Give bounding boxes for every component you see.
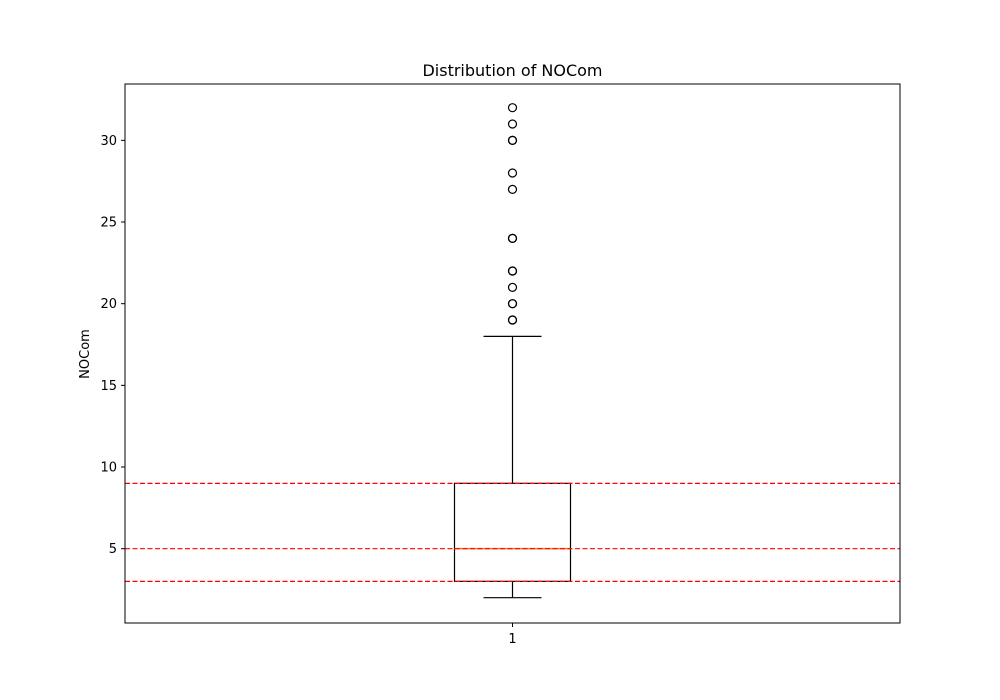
- y-axis-label: NOCom: [78, 329, 93, 379]
- axes-frame: [124, 83, 901, 624]
- outlier-point-2: [507, 315, 518, 325]
- y-tick-label-5: 5: [109, 542, 117, 557]
- outlier-point-9: [507, 233, 518, 243]
- outlier-point-4: [507, 299, 518, 309]
- y-tick-label-25: 25: [100, 216, 117, 231]
- y-tick-label-15: 15: [100, 379, 117, 394]
- outlier-point-10: [507, 184, 518, 194]
- outlier-point-15: [507, 103, 518, 113]
- outlier-point-7: [507, 266, 518, 276]
- iqr-box: [453, 482, 572, 582]
- y-tick-label-10: 10: [100, 461, 117, 476]
- y-tick-label-20: 20: [100, 297, 117, 312]
- x-tick-label-1: 1: [508, 632, 516, 647]
- outlier-point-5: [507, 282, 518, 292]
- outlier-point-13: [507, 135, 518, 145]
- outlier-point-14: [507, 119, 518, 129]
- plot-area: 5 10 15 20 25 30 1: [100, 103, 900, 647]
- y-tick-label-30: 30: [100, 134, 117, 149]
- chart-title: Distribution of NOCom: [422, 61, 602, 80]
- outlier-point-11: [507, 168, 518, 178]
